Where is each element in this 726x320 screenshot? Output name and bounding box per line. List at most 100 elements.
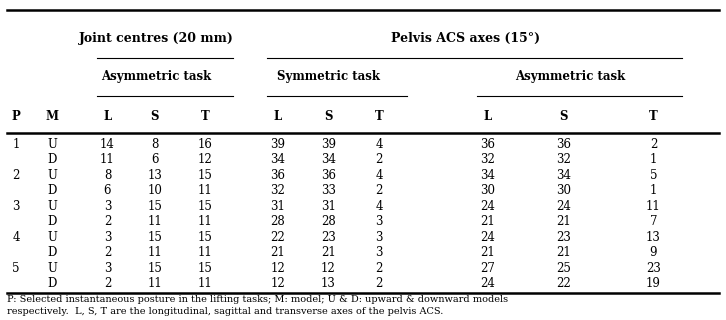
Text: 21: 21	[481, 246, 495, 259]
Text: 3: 3	[104, 262, 111, 275]
Text: 28: 28	[321, 215, 335, 228]
Text: 27: 27	[481, 262, 495, 275]
Text: 23: 23	[321, 231, 335, 244]
Text: 21: 21	[321, 246, 335, 259]
Text: 2: 2	[650, 138, 657, 150]
Text: P: Selected instantaneous posture in the lifting tasks; M: model; U & D: upward : P: Selected instantaneous posture in the…	[7, 295, 508, 304]
Text: 15: 15	[198, 200, 213, 212]
Text: 3: 3	[104, 200, 111, 212]
Text: 5: 5	[650, 169, 657, 181]
Text: D: D	[48, 184, 57, 197]
Text: Asymmetric task: Asymmetric task	[515, 70, 626, 83]
Text: 34: 34	[481, 169, 495, 181]
Text: 11: 11	[198, 246, 213, 259]
Text: 2: 2	[104, 246, 111, 259]
Text: U: U	[47, 262, 57, 275]
Text: U: U	[47, 200, 57, 212]
Text: 13: 13	[646, 231, 661, 244]
Text: 16: 16	[198, 138, 213, 150]
Text: 30: 30	[481, 184, 495, 197]
Text: 39: 39	[321, 138, 335, 150]
Text: 19: 19	[646, 277, 661, 290]
Text: 33: 33	[321, 184, 335, 197]
Text: 1: 1	[650, 153, 657, 166]
Text: respectively.  L, S, T are the longitudinal, sagittal and transverse axes of the: respectively. L, S, T are the longitudin…	[7, 308, 444, 316]
Text: 3: 3	[375, 246, 383, 259]
Text: 15: 15	[147, 262, 162, 275]
Text: 3: 3	[375, 231, 383, 244]
Text: 12: 12	[271, 262, 285, 275]
Text: T: T	[649, 110, 658, 123]
Text: 21: 21	[481, 215, 495, 228]
Text: 22: 22	[271, 231, 285, 244]
Text: 11: 11	[198, 184, 213, 197]
Text: 24: 24	[556, 200, 571, 212]
Text: 2: 2	[375, 277, 383, 290]
Text: 15: 15	[198, 231, 213, 244]
Text: M: M	[46, 110, 59, 123]
Text: 31: 31	[271, 200, 285, 212]
Text: 12: 12	[271, 277, 285, 290]
Text: D: D	[48, 246, 57, 259]
Text: S: S	[324, 110, 333, 123]
Text: 4: 4	[375, 138, 383, 150]
Text: 6: 6	[151, 153, 158, 166]
Text: 2: 2	[104, 215, 111, 228]
Text: 36: 36	[271, 169, 285, 181]
Text: 2: 2	[104, 277, 111, 290]
Text: 13: 13	[321, 277, 335, 290]
Text: 28: 28	[271, 215, 285, 228]
Text: 12: 12	[198, 153, 213, 166]
Text: T: T	[201, 110, 210, 123]
Text: 4: 4	[375, 169, 383, 181]
Text: L: L	[103, 110, 112, 123]
Text: U: U	[47, 231, 57, 244]
Text: Symmetric task: Symmetric task	[277, 70, 380, 83]
Text: 23: 23	[646, 262, 661, 275]
Text: 11: 11	[100, 153, 115, 166]
Text: 11: 11	[147, 277, 162, 290]
Text: 24: 24	[481, 277, 495, 290]
Text: L: L	[484, 110, 492, 123]
Text: 21: 21	[271, 246, 285, 259]
Text: U: U	[47, 169, 57, 181]
Text: 4: 4	[12, 231, 20, 244]
Text: 31: 31	[321, 200, 335, 212]
Text: Joint centres (20 mm): Joint centres (20 mm)	[79, 32, 234, 45]
Text: D: D	[48, 153, 57, 166]
Text: 34: 34	[556, 169, 571, 181]
Text: 3: 3	[375, 215, 383, 228]
Text: 15: 15	[147, 231, 162, 244]
Text: D: D	[48, 215, 57, 228]
Text: 10: 10	[147, 184, 162, 197]
Text: 2: 2	[375, 184, 383, 197]
Text: 13: 13	[147, 169, 162, 181]
Text: L: L	[274, 110, 282, 123]
Text: 32: 32	[271, 184, 285, 197]
Text: 2: 2	[375, 153, 383, 166]
Text: 15: 15	[198, 262, 213, 275]
Text: 32: 32	[481, 153, 495, 166]
Text: Pelvis ACS axes (15°): Pelvis ACS axes (15°)	[391, 32, 540, 45]
Text: S: S	[150, 110, 159, 123]
Text: 11: 11	[198, 277, 213, 290]
Text: 1: 1	[12, 138, 20, 150]
Text: 3: 3	[104, 231, 111, 244]
Text: 32: 32	[556, 153, 571, 166]
Text: 21: 21	[556, 215, 571, 228]
Text: Asymmetric task: Asymmetric task	[102, 70, 211, 83]
Text: 4: 4	[375, 200, 383, 212]
Text: 8: 8	[104, 169, 111, 181]
Text: 14: 14	[100, 138, 115, 150]
Text: S: S	[559, 110, 568, 123]
Text: 34: 34	[321, 153, 335, 166]
Text: 36: 36	[556, 138, 571, 150]
Text: 15: 15	[147, 200, 162, 212]
Text: 5: 5	[12, 262, 20, 275]
Text: 3: 3	[12, 200, 20, 212]
Text: 22: 22	[556, 277, 571, 290]
Text: 12: 12	[321, 262, 335, 275]
Text: 1: 1	[650, 184, 657, 197]
Text: 25: 25	[556, 262, 571, 275]
Text: 6: 6	[104, 184, 111, 197]
